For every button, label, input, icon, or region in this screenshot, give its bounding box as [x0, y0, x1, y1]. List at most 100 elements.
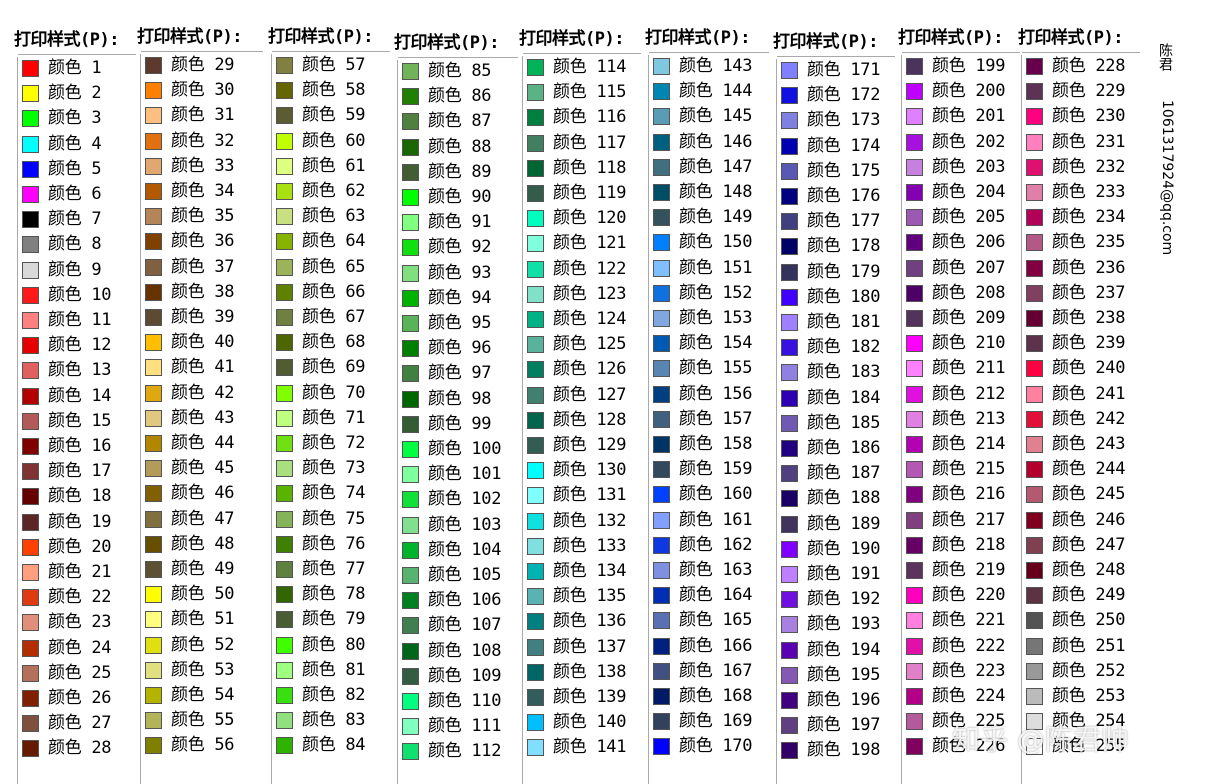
color-list-item[interactable]: 颜色 9: [18, 259, 136, 284]
color-list-item[interactable]: 颜色 229: [1022, 80, 1140, 105]
color-list-item[interactable]: 颜色 234: [1022, 206, 1140, 231]
color-list-item[interactable]: 颜色 153: [649, 307, 769, 332]
color-list-item[interactable]: 颜色 119: [523, 182, 641, 207]
color-list-item[interactable]: 颜色 226: [902, 735, 1020, 760]
color-list-item[interactable]: 颜色 186: [777, 437, 895, 462]
color-list-item[interactable]: 颜色 135: [523, 585, 641, 610]
color-list-item[interactable]: 颜色 110: [398, 690, 518, 715]
color-list-item[interactable]: 颜色 118: [523, 157, 641, 182]
color-list-item[interactable]: 颜色 233: [1022, 181, 1140, 206]
color-list-panel[interactable]: 打印样式(P): 颜色 171 颜色 172 颜色 173 颜色 174 颜色 175 颜色…: [773, 32, 895, 784]
color-list-item[interactable]: 颜色 217: [902, 509, 1020, 534]
color-list-item[interactable]: 颜色 128: [523, 409, 641, 434]
color-list-item[interactable]: 颜色 72: [272, 432, 390, 457]
color-list-item[interactable]: 颜色 16: [18, 435, 136, 460]
color-list-item[interactable]: 颜色 57: [272, 54, 390, 79]
color-list-item[interactable]: 颜色 243: [1022, 433, 1140, 458]
color-list-item[interactable]: 颜色 180: [777, 286, 895, 311]
color-list-item[interactable]: 颜色 79: [272, 608, 390, 633]
color-list-item[interactable]: 颜色 200: [902, 80, 1020, 105]
color-list-item[interactable]: 颜色 175: [777, 160, 895, 185]
color-list-item[interactable]: 颜色 237: [1022, 282, 1140, 307]
color-list-item[interactable]: 颜色 47: [141, 508, 263, 533]
color-list-item[interactable]: 颜色 182: [777, 336, 895, 361]
color-list-item[interactable]: 颜色 2: [18, 82, 136, 107]
color-list-item[interactable]: 颜色 82: [272, 684, 390, 709]
color-list-item[interactable]: 颜色 61: [272, 155, 390, 180]
color-list-item[interactable]: 颜色 98: [398, 388, 518, 413]
color-list-item[interactable]: 颜色 253: [1022, 685, 1140, 710]
color-list-item[interactable]: 颜色 31: [141, 104, 263, 129]
color-list-item[interactable]: 颜色 242: [1022, 408, 1140, 433]
color-list-item[interactable]: 颜色 40: [141, 331, 263, 356]
color-list-item[interactable]: 颜色 81: [272, 659, 390, 684]
color-list-item[interactable]: 颜色 109: [398, 665, 518, 690]
color-list-item[interactable]: 颜色 38: [141, 281, 263, 306]
color-list-item[interactable]: 颜色 188: [777, 487, 895, 512]
color-list-item[interactable]: 颜色 223: [902, 660, 1020, 685]
color-list-item[interactable]: 颜色 181: [777, 311, 895, 336]
color-list-item[interactable]: 颜色 19: [18, 511, 136, 536]
color-list-item[interactable]: 颜色 161: [649, 509, 769, 534]
color-list-item[interactable]: 颜色 62: [272, 180, 390, 205]
color-list-item[interactable]: 颜色 228: [1022, 55, 1140, 80]
color-list-item[interactable]: 颜色 124: [523, 308, 641, 333]
color-list-item[interactable]: 颜色 59: [272, 104, 390, 129]
color-list-item[interactable]: 颜色 154: [649, 332, 769, 357]
color-list-item[interactable]: 颜色 92: [398, 236, 518, 261]
color-list-item[interactable]: 颜色 145: [649, 105, 769, 130]
color-list-item[interactable]: 颜色 24: [18, 637, 136, 662]
color-list-item[interactable]: 颜色 232: [1022, 156, 1140, 181]
color-list-item[interactable]: 颜色 143: [649, 55, 769, 80]
color-list-item[interactable]: 颜色 120: [523, 207, 641, 232]
color-list-item[interactable]: 颜色 42: [141, 382, 263, 407]
color-list-item[interactable]: 颜色 251: [1022, 635, 1140, 660]
color-list-item[interactable]: 颜色 123: [523, 283, 641, 308]
color-list-item[interactable]: 颜色 204: [902, 181, 1020, 206]
color-list-item[interactable]: 颜色 151: [649, 257, 769, 282]
color-list-item[interactable]: 颜色 130: [523, 459, 641, 484]
color-list-item[interactable]: 颜色 5: [18, 158, 136, 183]
color-list-item[interactable]: 颜色 13: [18, 359, 136, 384]
color-list-item[interactable]: 颜色 206: [902, 231, 1020, 256]
color-list-item[interactable]: 颜色 46: [141, 482, 263, 507]
color-list-item[interactable]: 颜色 60: [272, 130, 390, 155]
color-list-item[interactable]: 颜色 133: [523, 535, 641, 560]
color-list-item[interactable]: 颜色 191: [777, 563, 895, 588]
color-list-item[interactable]: 颜色 78: [272, 583, 390, 608]
color-list-item[interactable]: 颜色 210: [902, 332, 1020, 357]
color-list-item[interactable]: 颜色 149: [649, 206, 769, 231]
color-list-item[interactable]: 颜色 33: [141, 155, 263, 180]
color-list-item[interactable]: 颜色 189: [777, 513, 895, 538]
color-list-item[interactable]: 颜色 148: [649, 181, 769, 206]
color-list-item[interactable]: 颜色 220: [902, 584, 1020, 609]
color-list-item[interactable]: 颜色 132: [523, 510, 641, 535]
color-list-item[interactable]: 颜色 68: [272, 331, 390, 356]
color-list-item[interactable]: 颜色 168: [649, 685, 769, 710]
color-list-item[interactable]: 颜色 29: [141, 54, 263, 79]
color-list-item[interactable]: 颜色 147: [649, 156, 769, 181]
color-list-item[interactable]: 颜色 122: [523, 258, 641, 283]
color-list-item[interactable]: 颜色 150: [649, 231, 769, 256]
color-list-item[interactable]: 颜色 106: [398, 589, 518, 614]
color-list-item[interactable]: 颜色 28: [18, 737, 136, 762]
color-list-item[interactable]: 颜色 114: [523, 56, 641, 81]
color-list-item[interactable]: 颜色 88: [398, 136, 518, 161]
color-list-item[interactable]: 颜色 66: [272, 281, 390, 306]
color-list-item[interactable]: 颜色 22: [18, 586, 136, 611]
color-list-item[interactable]: 颜色 245: [1022, 483, 1140, 508]
color-list-item[interactable]: 颜色 126: [523, 358, 641, 383]
color-list-item[interactable]: 颜色 67: [272, 306, 390, 331]
color-list-item[interactable]: 颜色 39: [141, 306, 263, 331]
color-list-item[interactable]: 颜色 179: [777, 261, 895, 286]
color-list-item[interactable]: 颜色 49: [141, 558, 263, 583]
color-list-item[interactable]: 颜色 96: [398, 337, 518, 362]
color-list-item[interactable]: 颜色 50: [141, 583, 263, 608]
color-list-item[interactable]: 颜色 14: [18, 385, 136, 410]
color-list-item[interactable]: 颜色 218: [902, 534, 1020, 559]
color-list-item[interactable]: 颜色 70: [272, 382, 390, 407]
color-list-item[interactable]: 颜色 26: [18, 687, 136, 712]
color-list-item[interactable]: 颜色 20: [18, 536, 136, 561]
color-list-item[interactable]: 颜色 58: [272, 79, 390, 104]
color-list-item[interactable]: 颜色 32: [141, 130, 263, 155]
